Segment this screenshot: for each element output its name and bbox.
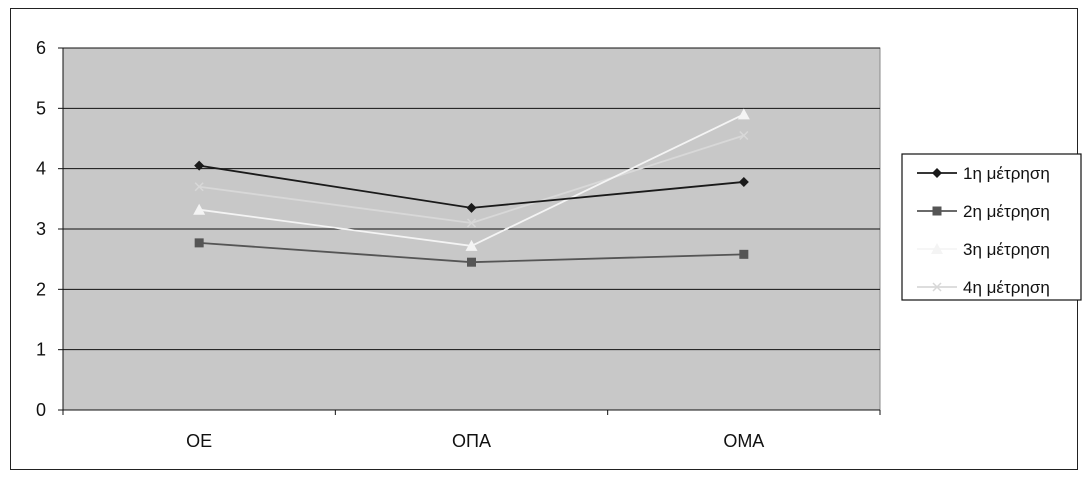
legend-label: 4η μέτρηση [963, 278, 1050, 297]
y-tick-label: 3 [36, 219, 46, 239]
series-layer [193, 108, 750, 267]
legend-swatch-marker [932, 282, 942, 292]
y-axis: 0 1 2 3 4 5 6 [36, 38, 64, 420]
data-point [467, 257, 476, 267]
x-tick-label: ΟΠΑ [452, 431, 491, 451]
legend-swatch-marker [931, 243, 943, 254]
legend-item: 2η μέτρηση [917, 202, 1050, 221]
legend-item: 4η μέτρηση [917, 278, 1050, 297]
data-point [466, 202, 477, 213]
x-tick-label: ΟΜΑ [723, 431, 764, 451]
legend-label: 3η μέτρηση [963, 240, 1050, 259]
series-1 [194, 160, 749, 213]
legend: 1η μέτρηση 2η μέτρηση 3η μέτρηση 4η μέτρηση [901, 153, 1082, 301]
marker-stroke [194, 182, 204, 192]
legend-box [901, 153, 1082, 301]
legend-label: 2η μέτρηση [963, 202, 1050, 221]
y-tick-label: 5 [36, 98, 46, 118]
legend-item: 3η μέτρηση [917, 240, 1050, 259]
data-point [466, 218, 477, 228]
legend-swatch-marker [932, 206, 942, 216]
series-3 [193, 108, 750, 251]
data-point [194, 160, 205, 171]
marker-stroke [466, 218, 477, 228]
marker-stroke [739, 130, 749, 141]
y-tick-label: 4 [36, 159, 46, 179]
x-axis: ΟΕ ΟΠΑ ΟΜΑ [62, 409, 881, 451]
data-point [739, 249, 749, 259]
marker-stroke [932, 282, 942, 292]
x-tick-label: ΟΕ [186, 431, 212, 451]
data-point [737, 108, 750, 120]
series-4 [194, 130, 749, 228]
data-point [194, 238, 204, 248]
y-tick-label: 6 [36, 38, 46, 58]
legend-label: 1η μέτρηση [963, 164, 1050, 183]
series-2 [194, 238, 749, 267]
y-tick-label: 0 [36, 400, 46, 420]
legend-swatch-marker [932, 168, 942, 178]
y-tick-label: 2 [36, 279, 46, 299]
data-point [739, 130, 749, 141]
legend-item: 1η μέτρηση [917, 164, 1050, 183]
data-point [193, 203, 206, 215]
data-point [738, 176, 749, 187]
data-point [465, 239, 478, 251]
data-point [194, 182, 204, 192]
y-tick-label: 1 [36, 340, 46, 360]
